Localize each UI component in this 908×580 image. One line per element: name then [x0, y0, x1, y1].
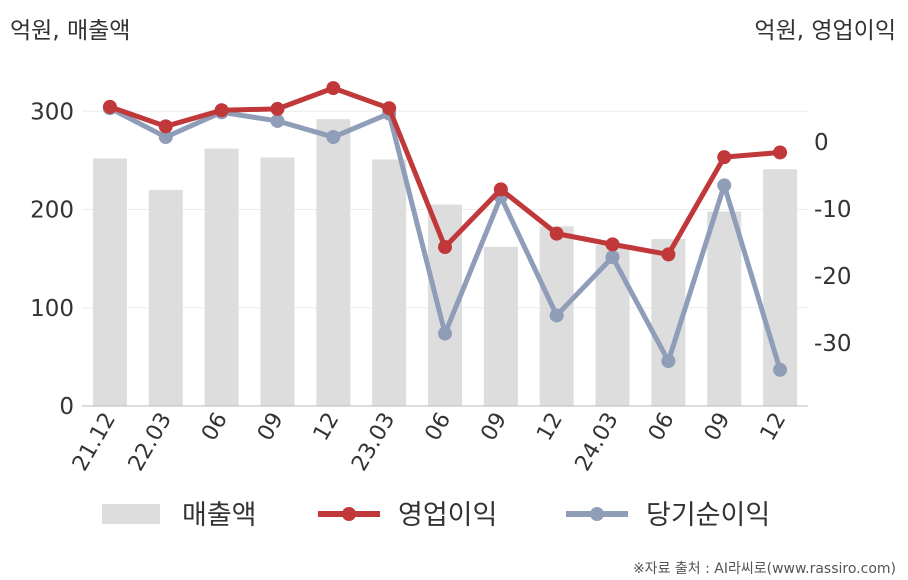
x-axis-ticks: 21.12 22.03 06 09 12 23.03 06 09 12 24.03 06 09 12 — [68, 409, 791, 476]
right-tick-label: -20 — [814, 264, 852, 290]
point-operating-profit — [773, 145, 788, 160]
legend-label: 영업이익 — [398, 500, 497, 531]
x-tick-label: 21.12 — [68, 409, 121, 476]
right-tick-label: -30 — [814, 331, 852, 357]
x-tick-label: 09 — [700, 409, 736, 446]
point-net-income — [605, 250, 620, 265]
right-tick-label: 0 — [814, 130, 829, 156]
left-axis-label: 억원, 매출액 — [10, 18, 130, 44]
point-net-income — [158, 130, 173, 145]
x-tick-label: 09 — [253, 409, 289, 446]
point-net-income — [549, 308, 564, 323]
point-net-income — [717, 178, 732, 193]
point-operating-profit — [438, 240, 452, 255]
bar-revenue — [92, 158, 127, 406]
point-operating-profit — [493, 182, 508, 197]
x-tick-label: 22.03 — [124, 409, 177, 476]
right-axis-ticks: 0 -10 -20 -30 — [814, 130, 852, 357]
point-operating-profit — [605, 237, 620, 252]
point-net-income — [270, 113, 285, 128]
point-operating-profit — [549, 226, 564, 241]
bar-revenue — [316, 119, 351, 406]
point-operating-profit — [717, 150, 732, 165]
point-net-income — [773, 362, 788, 377]
line-series — [102, 81, 788, 377]
bar-series-revenue — [92, 119, 798, 406]
x-tick-label: 24.03 — [571, 409, 624, 476]
legend: 매출액 영업이익 당기순이익 — [102, 500, 770, 531]
bar-revenue — [148, 189, 183, 406]
right-tick-label: -10 — [814, 197, 852, 223]
x-tick-label: 12 — [532, 409, 568, 446]
bar-revenue — [260, 157, 295, 406]
legend-swatch-marker — [590, 507, 604, 521]
x-tick-label: 06 — [197, 409, 233, 446]
bar-revenue — [707, 211, 742, 406]
left-tick-label: 200 — [30, 198, 74, 224]
point-operating-profit — [214, 103, 229, 118]
left-tick-label: 0 — [59, 394, 74, 420]
source-note: ※자료 출처 : AI라씨로(www.rassiro.com) — [633, 561, 896, 577]
point-net-income — [438, 326, 452, 341]
left-tick-label: 100 — [30, 296, 74, 322]
point-operating-profit — [158, 119, 173, 134]
x-tick-label: 06 — [644, 409, 680, 446]
legend-swatch-bar — [102, 504, 160, 524]
point-operating-profit — [382, 101, 397, 116]
legend-swatch-marker — [342, 507, 356, 521]
bar-revenue — [483, 246, 518, 406]
left-tick-label: 300 — [30, 99, 74, 125]
point-net-income — [661, 354, 676, 369]
legend-label: 매출액 — [182, 500, 257, 531]
point-operating-profit — [102, 99, 117, 114]
bar-revenue — [372, 159, 407, 406]
point-operating-profit — [326, 81, 341, 96]
x-tick-label: 12 — [756, 409, 792, 446]
left-axis-ticks: 0 100 200 300 — [30, 99, 74, 420]
right-axis-label: 억원, 영업이익 — [754, 18, 896, 44]
x-tick-label: 23.03 — [347, 409, 400, 476]
x-tick-label: 06 — [421, 409, 457, 446]
point-operating-profit — [270, 101, 285, 116]
point-net-income — [326, 130, 341, 145]
x-tick-label: 12 — [309, 409, 345, 446]
x-tick-label: 09 — [476, 409, 512, 446]
point-operating-profit — [661, 247, 676, 262]
bar-revenue — [204, 148, 239, 406]
legend-label: 당기순이익 — [646, 500, 770, 531]
